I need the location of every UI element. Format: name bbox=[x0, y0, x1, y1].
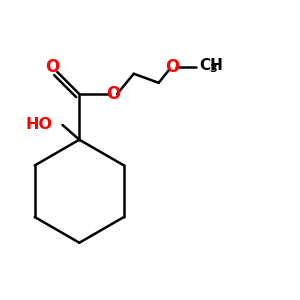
Text: HO: HO bbox=[26, 117, 53, 132]
Text: O: O bbox=[165, 58, 179, 76]
Text: CH: CH bbox=[199, 58, 223, 73]
Text: O: O bbox=[106, 85, 120, 103]
Text: 3: 3 bbox=[210, 64, 217, 74]
Text: O: O bbox=[45, 58, 59, 76]
